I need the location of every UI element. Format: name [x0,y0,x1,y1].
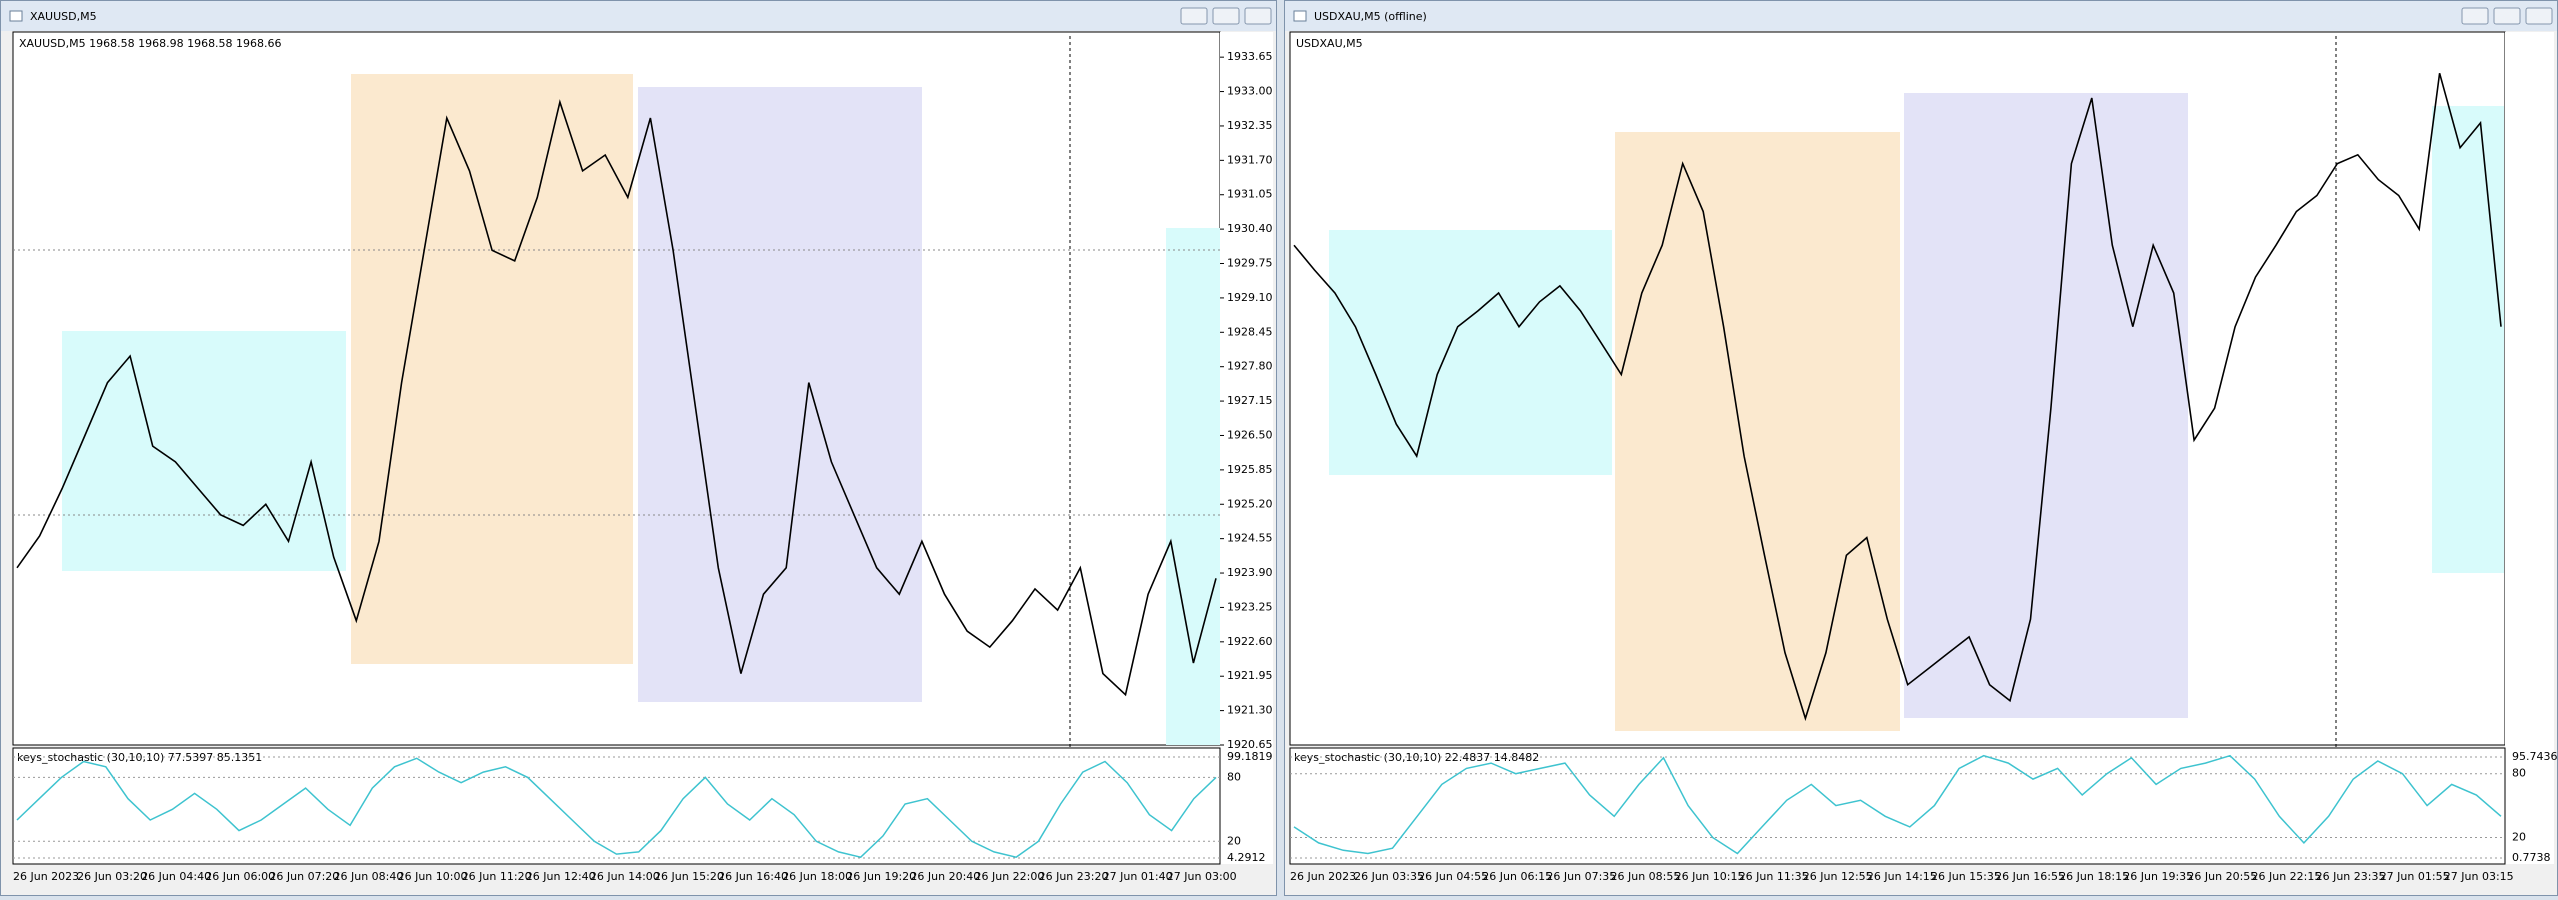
time-label: 26 Jun 16:55 [1995,870,2065,883]
time-label: 27 Jun 03:15 [2444,870,2514,883]
price-tick-label: 1931.05 [1227,188,1273,201]
time-label: 26 Jun 03:35 [1354,870,1424,883]
price-line-series [1293,72,2502,722]
time-label: 27 Jun 01:40 [1103,870,1173,883]
indicator-tick-label: 20 [1227,834,1241,847]
price-tick-label: 1933.65 [1227,50,1273,63]
time-label: 26 Jun 16:40 [718,870,788,883]
axis-area [2505,32,2554,864]
price-tick-label: 1930.40 [1227,222,1273,235]
window-title: USDXAU,M5 (offline) [1314,10,1427,23]
indicator-tick-label: 0.7738 [2512,851,2551,864]
chart-label: XAUUSD,M5 1968.58 1968.98 1968.58 1968.6… [19,37,282,50]
time-label: 26 Jun 22:15 [2252,870,2322,883]
price-tick-label: 1932.35 [1227,119,1273,132]
price-tick-label: 1920.65 [1227,738,1273,751]
stochastic-main [16,757,1217,859]
time-label: 26 Jun 04:40 [141,870,211,883]
zone [1329,230,1612,475]
time-label: 26 Jun 07:35 [1546,870,1616,883]
axis-area [1220,32,1273,864]
price-tick-label: 1924.55 [1227,532,1273,545]
time-label: 26 Jun 23:35 [2316,870,2386,883]
indicator-tick-label: 20 [2512,831,2526,844]
time-label: 26 Jun 12:55 [1803,870,1873,883]
time-label: 26 Jun 08:40 [334,870,404,883]
time-label: 26 Jun 06:00 [205,870,275,883]
maximize-button[interactable] [2493,7,2521,25]
indicator-tick-label: 80 [1227,770,1241,783]
time-label: 26 Jun 19:35 [2123,870,2193,883]
price-tick-label: 1933.00 [1227,85,1273,98]
zone [638,87,922,702]
time-label: 26 Jun 20:55 [2187,870,2257,883]
indicator-panel [1289,747,2506,865]
price-tick-label: 1926.50 [1227,428,1273,441]
minimize-button[interactable] [1180,7,1208,25]
indicator-tick-label: 80 [2512,767,2526,780]
price-tick-label: 1928.45 [1227,325,1273,338]
indicator-tick-label: 99.1819 [1227,750,1273,763]
window-icon [9,10,23,22]
maximize-button[interactable] [1212,7,1240,25]
minimize-button[interactable] [2461,7,2489,25]
stochastic-main [1293,754,2502,855]
time-label: 26 Jun 15:35 [1931,870,2001,883]
price-tick-label: 1927.15 [1227,394,1273,407]
time-label: 26 Jun 08:55 [1611,870,1681,883]
price-tick-label: 1923.25 [1227,600,1273,613]
zone [1166,228,1220,745]
title-bar [1,1,1276,31]
time-label: 26 Jun 11:35 [1739,870,1809,883]
time-label: 26 Jun 18:00 [782,870,852,883]
price-tick-label: 1921.30 [1227,704,1273,717]
time-label: 26 Jun 18:15 [2059,870,2129,883]
indicator-tick-label: 95.7436 [2512,750,2558,763]
time-label: 26 Jun 06:15 [1482,870,1552,883]
time-label: 26 Jun 04:55 [1418,870,1488,883]
zone [1904,93,2188,718]
time-label: 26 Jun 14:15 [1867,870,1937,883]
time-label: 27 Jun 01:55 [2380,870,2450,883]
close-button[interactable] [2525,7,2553,25]
time-label: 26 Jun 19:20 [846,870,916,883]
price-tick-label: 1925.20 [1227,497,1273,510]
price-tick-label: 1929.10 [1227,291,1273,304]
zone [351,74,633,664]
time-label: 27 Jun 03:00 [1167,870,1237,883]
window-icon [1293,10,1307,22]
window-title: XAUUSD,M5 [30,10,97,23]
time-label: 26 Jun 11:20 [462,870,532,883]
time-label: 26 Jun 2023 [1290,870,1356,883]
time-label: 26 Jun 10:15 [1675,870,1745,883]
time-label: 26 Jun 20:40 [910,870,980,883]
price-tick-label: 1925.85 [1227,463,1273,476]
indicator-tick-label: 4.2912 [1227,851,1266,864]
time-label: 26 Jun 12:40 [526,870,596,883]
time-label: 26 Jun 07:20 [269,870,339,883]
zone [2432,106,2504,573]
price-tick-label: 1922.60 [1227,635,1273,648]
price-tick-label: 1927.80 [1227,360,1273,373]
price-tick-label: 1931.70 [1227,153,1273,166]
chart-label: USDXAU,M5 [1296,37,1363,50]
zone [1615,132,1900,731]
price-tick-label: 1929.75 [1227,257,1273,270]
price-line-series [16,99,1217,697]
price-tick-label: 1923.90 [1227,566,1273,579]
time-label: 26 Jun 22:00 [975,870,1045,883]
time-label: 26 Jun 14:00 [590,870,660,883]
indicator-panel [12,747,1221,865]
zone [62,331,346,571]
close-button[interactable] [1244,7,1272,25]
time-label: 26 Jun 2023 [13,870,79,883]
time-label: 26 Jun 03:20 [77,870,147,883]
time-label: 26 Jun 23:20 [1039,870,1109,883]
price-tick-label: 1921.95 [1227,669,1273,682]
time-label: 26 Jun 10:00 [398,870,468,883]
title-bar [1285,1,2557,31]
time-label: 26 Jun 15:20 [654,870,724,883]
